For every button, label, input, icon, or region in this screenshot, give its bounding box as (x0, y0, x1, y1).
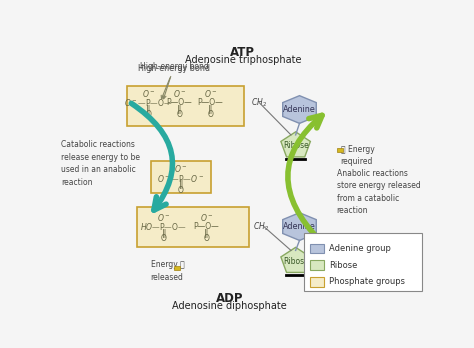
Text: ‖: ‖ (179, 180, 183, 189)
Text: Anabolic reactions
store energy released
from a catabolic
reaction: Anabolic reactions store energy released… (337, 169, 420, 215)
Text: P—O—: P—O— (166, 98, 192, 107)
Text: $O^-$—P—$O^-$: $O^-$—P—$O^-$ (157, 173, 204, 183)
Text: High-energy bond: High-energy bond (138, 64, 210, 99)
FancyBboxPatch shape (174, 266, 180, 270)
Text: ‖: ‖ (146, 105, 151, 114)
Text: $O^-$: $O^-$ (157, 212, 171, 223)
FancyBboxPatch shape (310, 244, 324, 253)
FancyBboxPatch shape (310, 277, 324, 287)
Text: $CH_2$: $CH_2$ (253, 220, 269, 233)
Text: ‖: ‖ (162, 229, 166, 238)
Text: $O^-$: $O^-$ (173, 88, 186, 99)
FancyBboxPatch shape (151, 161, 211, 193)
Text: O: O (178, 186, 184, 195)
Polygon shape (281, 247, 310, 272)
Text: P—O—: P—O— (193, 222, 219, 231)
Text: 🔆 Energy
required: 🔆 Energy required (341, 145, 374, 166)
Text: O: O (146, 110, 151, 119)
Text: Phosphate groups: Phosphate groups (329, 277, 405, 286)
FancyBboxPatch shape (310, 260, 324, 270)
Text: Ribose: Ribose (283, 141, 309, 150)
Text: $O^-$: $O^-$ (200, 212, 213, 223)
Text: ‖: ‖ (204, 229, 209, 238)
Text: O: O (161, 235, 167, 243)
Text: O: O (208, 110, 213, 119)
Text: $O^-$—P—O—: $O^-$—P—O— (124, 97, 173, 108)
Text: ADP: ADP (216, 292, 244, 305)
Text: ‖: ‖ (208, 105, 213, 114)
Text: O: O (203, 235, 210, 243)
Text: Adenosine diphosphate: Adenosine diphosphate (173, 301, 287, 311)
Text: P—O—: P—O— (198, 98, 223, 107)
Text: $O^-$: $O^-$ (203, 88, 217, 99)
Text: $HO$—P—O—: $HO$—P—O— (140, 221, 187, 232)
Text: O: O (176, 110, 182, 119)
Text: Adenine: Adenine (283, 105, 316, 114)
Text: $CH_2$: $CH_2$ (251, 96, 267, 109)
Polygon shape (281, 132, 310, 157)
Text: Ribose: Ribose (283, 257, 309, 266)
Text: Ribose: Ribose (329, 261, 357, 270)
Text: $O^-$: $O^-$ (142, 88, 155, 99)
Text: High-energy bond: High-energy bond (139, 62, 209, 99)
Text: ‖: ‖ (177, 105, 182, 114)
Text: Adenine: Adenine (283, 222, 316, 231)
Polygon shape (283, 96, 316, 124)
Text: $O^-$: $O^-$ (174, 163, 188, 174)
FancyBboxPatch shape (128, 86, 244, 126)
FancyBboxPatch shape (137, 207, 249, 247)
Text: ATP: ATP (230, 46, 255, 58)
Text: Energy 🔆
released: Energy 🔆 released (151, 260, 184, 282)
Text: Adenine group: Adenine group (329, 244, 391, 253)
FancyBboxPatch shape (337, 148, 343, 152)
Polygon shape (283, 213, 316, 240)
Text: Adenosine triphosphate: Adenosine triphosphate (185, 55, 301, 65)
FancyBboxPatch shape (304, 233, 422, 291)
Text: Catabolic reactions
release energy to be
used in an anabolic
reaction: Catabolic reactions release energy to be… (61, 140, 140, 187)
